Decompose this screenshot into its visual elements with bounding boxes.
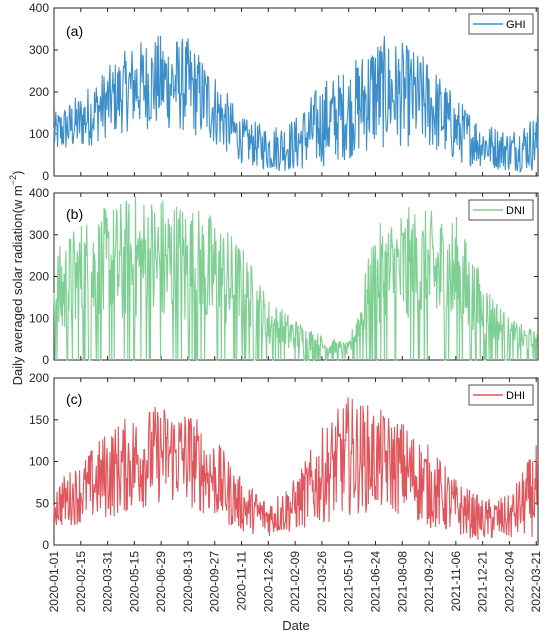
x-tick-label: 2020-02-15 xyxy=(74,551,88,613)
x-tick-label: 2022-03-21 xyxy=(529,551,543,613)
y-tick-label: 100 xyxy=(29,127,49,141)
panel-c-legend-text: DHI xyxy=(506,390,525,402)
panel-c-y-axis: 0 50 100 150 200 xyxy=(29,371,538,552)
y-axis-title-main: Daily averaged solar radiation(w m xyxy=(10,185,25,385)
x-tick-labels: 2020-01-01 2020-02-15 2020-03-31 2020-05-15… xyxy=(47,551,543,613)
x-tick-label: 2020-06-29 xyxy=(154,551,168,613)
y-tick-label: 100 xyxy=(29,455,49,469)
panel-b-label: (b) xyxy=(66,206,83,222)
y-tick-label: 0 xyxy=(42,169,49,183)
x-tick-label: 2021-06-24 xyxy=(368,551,382,613)
panel-b-dni-line xyxy=(53,196,539,361)
panel-b-legend: DNI xyxy=(468,199,534,221)
y-tick-label: 0 xyxy=(42,353,49,367)
x-tick-label: 2020-08-13 xyxy=(181,551,195,613)
x-tick-label: 2020-01-01 xyxy=(47,551,61,613)
y-tick-label: 400 xyxy=(29,186,49,200)
x-tick-label: 2021-02-09 xyxy=(288,551,302,613)
y-tick-label: 100 xyxy=(29,311,49,325)
x-tick-label: 2022-02-04 xyxy=(502,551,516,613)
x-tick-label: 2021-05-10 xyxy=(342,551,356,613)
panel-c-x-axis xyxy=(53,378,537,545)
x-tick-label: 2020-09-27 xyxy=(208,551,222,613)
x-axis-title: Date xyxy=(282,618,309,633)
panel-a-y-axis: 0 100 200 300 400 xyxy=(29,1,538,183)
y-tick-label: 200 xyxy=(29,371,49,385)
y-tick-label: 300 xyxy=(29,43,49,57)
panel-a-legend-text: GHI xyxy=(506,19,526,31)
panel-a-x-axis xyxy=(53,8,537,176)
panel-b-x-axis xyxy=(53,193,537,360)
panel-a-legend: GHI xyxy=(468,13,534,35)
y-axis-title: Daily averaged solar radiation(w m−2) xyxy=(8,171,25,386)
panel-a-ghi-line xyxy=(53,35,539,174)
panel-a: 0 100 200 300 400 (a) GHI xyxy=(29,1,539,183)
y-tick-label: 150 xyxy=(29,413,49,427)
panel-a-label: (a) xyxy=(66,23,83,39)
panel-c-dhi-line xyxy=(53,397,539,540)
y-axis-title-exponent: −2 xyxy=(8,175,18,185)
panel-b: 0 100 200 300 400 (b) DNI xyxy=(29,186,539,367)
x-tick-label: 2020-05-15 xyxy=(127,551,141,613)
y-axis-title-close: ) xyxy=(10,171,25,175)
x-tick-label: 2020-03-31 xyxy=(101,551,115,613)
panel-c-label: (c) xyxy=(66,391,82,407)
panel-c: 0 50 100 150 200 (c) DHI xyxy=(29,371,539,552)
y-tick-label: 0 xyxy=(42,538,49,552)
y-tick-label: 50 xyxy=(36,496,50,510)
panel-b-legend-text: DNI xyxy=(506,205,525,217)
x-tick-label: 2021-09-22 xyxy=(422,551,436,613)
y-tick-label: 400 xyxy=(29,1,49,15)
x-tick-label: 2020-12-26 xyxy=(261,551,275,613)
panel-c-legend: DHI xyxy=(468,384,534,406)
y-tick-label: 300 xyxy=(29,228,49,242)
x-tick-label: 2021-11-06 xyxy=(449,551,463,612)
panel-b-y-axis: 0 100 200 300 400 xyxy=(29,186,538,367)
x-tick-label: 2021-12-21 xyxy=(476,551,490,613)
y-tick-label: 200 xyxy=(29,270,49,284)
x-tick-label: 2021-03-26 xyxy=(315,551,329,613)
x-tick-label: 2020-11-11 xyxy=(235,551,249,611)
x-tick-label: 2021-08-08 xyxy=(395,551,409,613)
y-tick-label: 200 xyxy=(29,85,49,99)
